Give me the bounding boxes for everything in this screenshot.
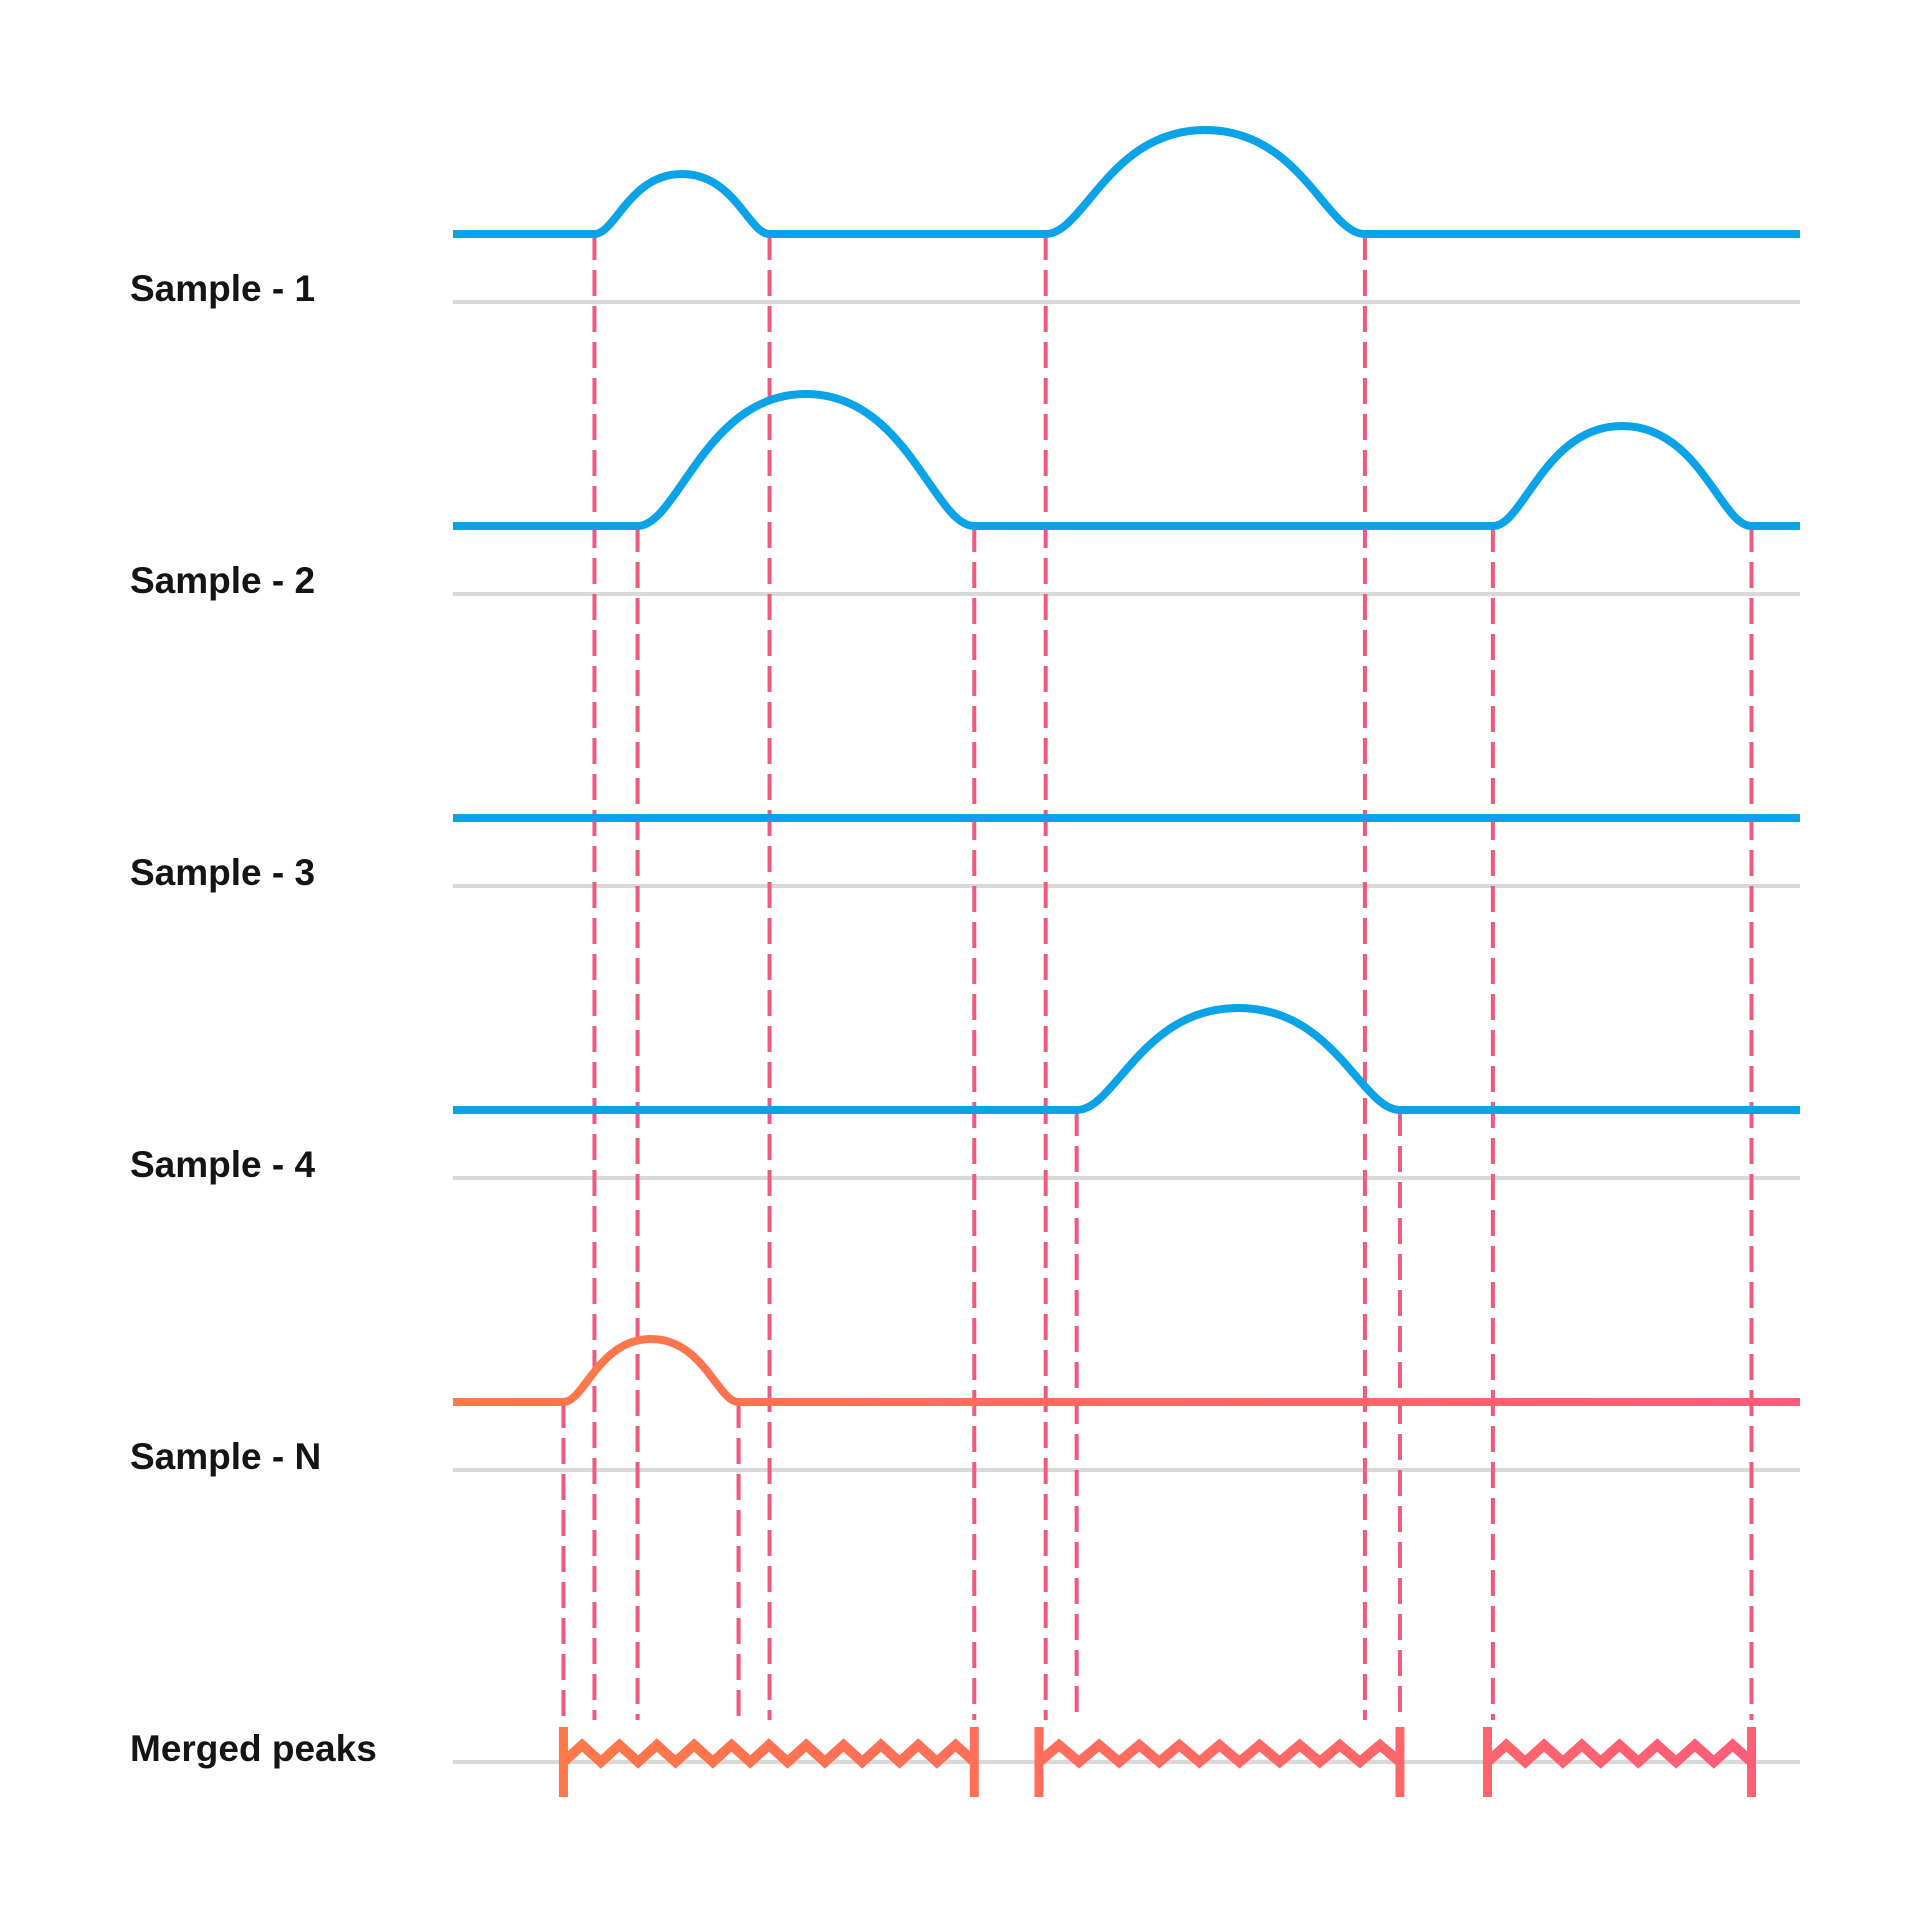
row-label-sample-1: Sample - 1 [130, 268, 316, 309]
row-label-sample-n: Sample - N [130, 1436, 322, 1477]
signal-row-1 [453, 126, 1800, 238]
row-label-merged-peaks: Merged peaks [130, 1728, 377, 1769]
row-label-sample-4: Sample - 4 [130, 1144, 316, 1185]
row-label-sample-2: Sample - 2 [130, 560, 316, 601]
signal-row-2 [453, 390, 1800, 530]
merged-region-zigzag [560, 1738, 978, 1769]
merged-region-zigzag [1484, 1738, 1755, 1769]
signal-row-5 [453, 1335, 1800, 1406]
row-label-sample-3: Sample - 3 [130, 852, 316, 893]
signal-row-4 [453, 1004, 1800, 1114]
merged-region-zigzag [1035, 1738, 1404, 1769]
